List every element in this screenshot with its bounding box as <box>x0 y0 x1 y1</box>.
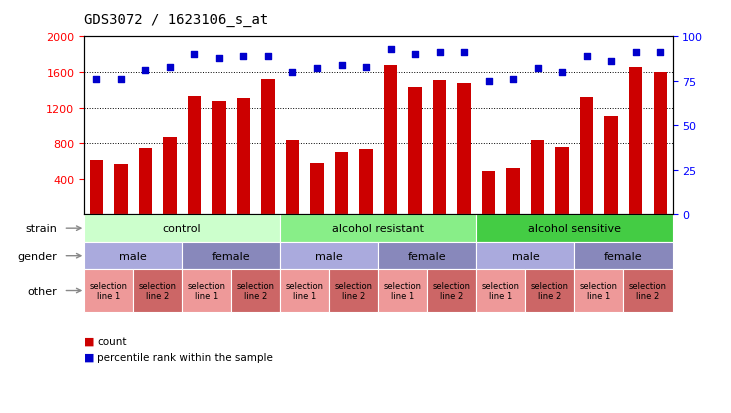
Bar <box>237 98 250 215</box>
Bar <box>310 164 324 215</box>
Bar <box>335 153 348 215</box>
Point <box>630 50 642 57</box>
Bar <box>654 73 667 215</box>
Bar <box>329 270 379 312</box>
Text: percentile rank within the sample: percentile rank within the sample <box>97 352 273 362</box>
Bar <box>629 67 643 215</box>
Text: selection
line 2: selection line 2 <box>433 281 471 301</box>
Text: count: count <box>97 336 126 346</box>
Point <box>336 62 347 69</box>
Bar <box>477 270 526 312</box>
Text: selection
line 2: selection line 2 <box>139 281 177 301</box>
Point <box>287 69 298 76</box>
Text: male: male <box>315 251 343 261</box>
Bar <box>84 215 280 242</box>
Text: other: other <box>28 286 58 296</box>
Bar <box>139 149 152 215</box>
Text: alcohol sensitive: alcohol sensitive <box>528 223 621 234</box>
Text: selection
line 2: selection line 2 <box>237 281 275 301</box>
Text: male: male <box>512 251 539 261</box>
Bar <box>280 242 379 270</box>
Bar <box>188 97 201 215</box>
Bar <box>231 270 280 312</box>
Point <box>605 59 617 65</box>
Text: selection
line 1: selection line 1 <box>384 281 422 301</box>
Bar <box>580 97 594 215</box>
Bar <box>133 270 182 312</box>
Point <box>385 46 396 53</box>
Bar <box>379 270 428 312</box>
Text: selection
line 2: selection line 2 <box>335 281 373 301</box>
Bar <box>507 169 520 215</box>
Bar <box>605 116 618 215</box>
Bar <box>90 161 103 215</box>
Bar <box>575 270 624 312</box>
Text: gender: gender <box>18 251 58 261</box>
Point <box>311 66 323 72</box>
Point <box>360 64 372 71</box>
Bar <box>114 164 128 215</box>
Text: selection
line 2: selection line 2 <box>629 281 667 301</box>
Bar <box>163 138 177 215</box>
Bar <box>531 140 545 215</box>
Bar <box>280 215 477 242</box>
Point <box>262 53 274 60</box>
Bar <box>482 171 496 215</box>
Bar <box>428 270 477 312</box>
Point <box>409 52 421 58</box>
Text: selection
line 1: selection line 1 <box>90 281 128 301</box>
Point <box>164 64 175 71</box>
Bar <box>182 270 231 312</box>
Text: control: control <box>163 223 202 234</box>
Point <box>458 50 470 57</box>
Bar <box>84 270 133 312</box>
Bar <box>556 147 569 215</box>
Text: selection
line 1: selection line 1 <box>580 281 618 301</box>
Text: ■: ■ <box>84 336 94 346</box>
Text: male: male <box>119 251 147 261</box>
Point <box>507 76 519 83</box>
Point <box>213 55 224 62</box>
Point <box>581 53 593 60</box>
Text: alcohol resistant: alcohol resistant <box>333 223 424 234</box>
Point <box>140 68 151 74</box>
Text: ■: ■ <box>84 352 94 362</box>
Bar <box>575 242 673 270</box>
Text: selection
line 2: selection line 2 <box>531 281 569 301</box>
Bar <box>458 84 471 215</box>
Text: female: female <box>604 251 643 261</box>
Point <box>189 52 200 58</box>
Point <box>482 78 494 85</box>
Text: GDS3072 / 1623106_s_at: GDS3072 / 1623106_s_at <box>84 13 268 27</box>
Point <box>532 66 544 72</box>
Bar <box>182 242 280 270</box>
Bar <box>409 88 422 215</box>
Point <box>91 76 102 83</box>
Bar <box>526 270 575 312</box>
Bar <box>379 242 477 270</box>
Point <box>115 76 126 83</box>
Point <box>238 53 249 60</box>
Bar <box>261 80 275 215</box>
Text: selection
line 1: selection line 1 <box>482 281 520 301</box>
Text: strain: strain <box>26 223 58 234</box>
Point <box>433 50 445 57</box>
Point <box>654 50 666 57</box>
Text: female: female <box>212 251 251 261</box>
Text: selection
line 1: selection line 1 <box>188 281 226 301</box>
Text: selection
line 1: selection line 1 <box>286 281 324 301</box>
Bar <box>280 270 329 312</box>
Point <box>556 69 568 76</box>
Bar <box>477 242 575 270</box>
Bar <box>84 242 182 270</box>
Bar <box>477 215 673 242</box>
Bar <box>433 81 447 215</box>
Bar <box>360 150 373 215</box>
Text: female: female <box>408 251 447 261</box>
Bar <box>624 270 673 312</box>
Bar <box>384 66 397 215</box>
Bar <box>286 140 299 215</box>
Bar <box>212 102 226 215</box>
